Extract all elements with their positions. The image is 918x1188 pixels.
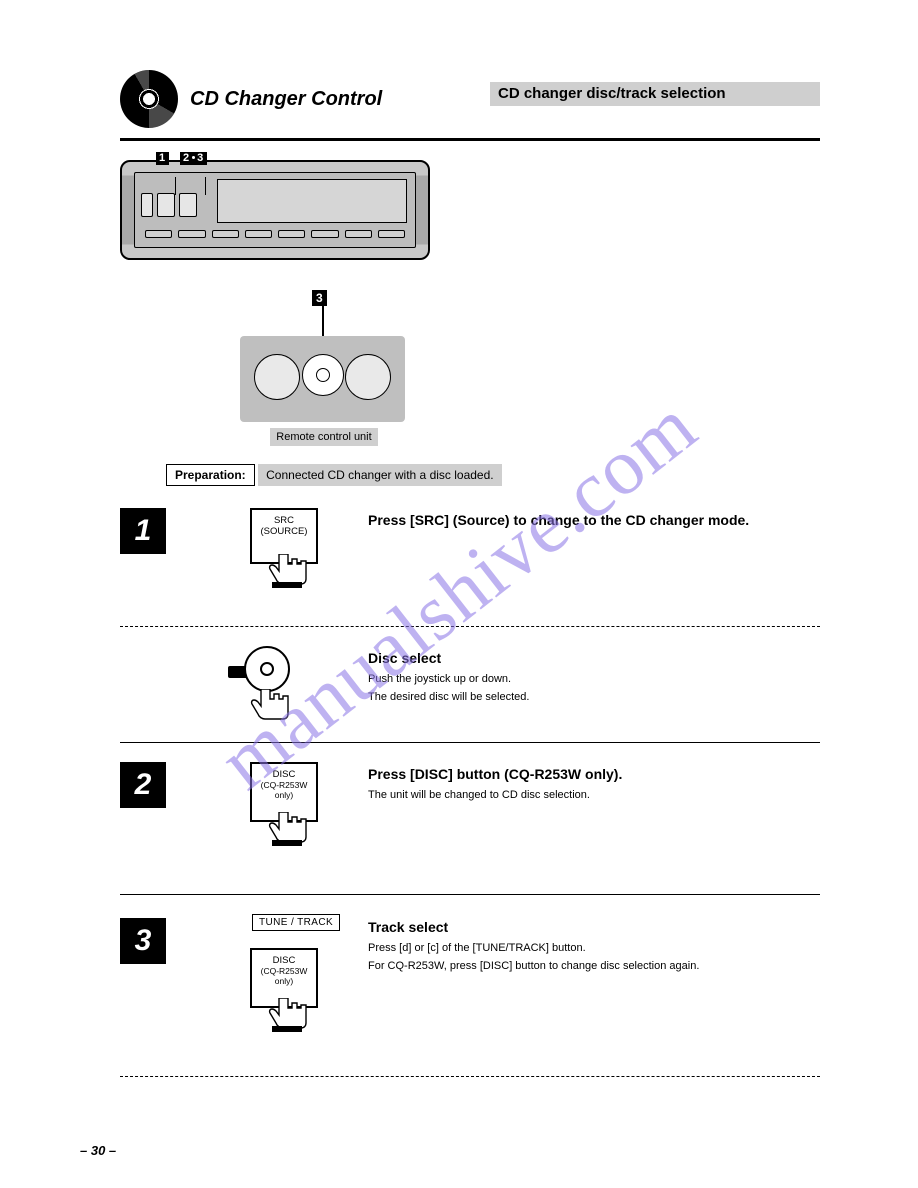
preparation-label: Preparation: <box>166 464 255 486</box>
section-title: CD Changer Control <box>190 88 382 111</box>
step-title: Disc select <box>368 649 820 668</box>
step-text: Press [DISC] button (CQ-R253W only). The… <box>368 765 820 802</box>
disc-select-figure <box>244 646 290 723</box>
head-unit-illustration: 1 23 <box>120 160 430 260</box>
header: CD Changer Control CD changer disc/track… <box>120 70 820 130</box>
separator-solid <box>120 894 820 895</box>
preparation-row: Preparation: Connected CD changer with a… <box>166 464 502 488</box>
button-press-figure: DISC (CQ-R253W only) <box>250 948 318 1032</box>
remote-ring <box>254 354 300 400</box>
callout-1: 1 <box>156 152 169 165</box>
tune-track-frame: TUNE / TRACK <box>252 914 340 931</box>
section-subtitle-bar: CD changer disc/track selection <box>490 82 820 106</box>
step-number: 2 <box>120 762 166 808</box>
callout-2-3-b: 3 <box>197 152 204 164</box>
callout-2-3: 23 <box>180 152 207 165</box>
step-text: Press [SRC] (Source) to change to the CD… <box>368 511 820 530</box>
page-number: – 30 – <box>80 1143 116 1158</box>
callout-2-3-a: 2 <box>183 152 190 164</box>
step-line: Press [d] or [c] of the [TUNE/TRACK] but… <box>368 941 820 955</box>
separator-dashed <box>120 626 820 627</box>
step-line: For CQ-R253W, press [DISC] button to cha… <box>368 959 820 973</box>
step-note: The unit will be changed to CD disc sele… <box>368 788 820 802</box>
step-line: Push the joystick up or down. <box>368 672 820 686</box>
button-press-figure: DISC (CQ-R253W only) <box>250 762 318 846</box>
preparation-text: Connected CD changer with a disc loaded. <box>258 464 501 486</box>
button-subline: only) <box>252 977 316 987</box>
step-number: 1 <box>120 508 166 554</box>
preset-strip <box>145 227 405 241</box>
remote-ring <box>345 354 391 400</box>
joystick-disc-icon <box>244 646 290 692</box>
hand-icon <box>268 812 308 846</box>
separator-solid <box>120 742 820 743</box>
step-title: Press [SRC] (Source) to change to the CD… <box>368 511 820 530</box>
header-rule <box>120 138 820 141</box>
joystick-icon <box>302 354 344 396</box>
button-press-figure: SRC (SOURCE) <box>250 508 318 588</box>
hand-icon <box>268 998 308 1032</box>
faceplate-button <box>179 193 197 217</box>
step-text: Track select Press [d] or [c] of the [TU… <box>368 918 820 973</box>
faceplate <box>134 172 416 248</box>
buttons-cluster <box>141 187 203 221</box>
dot-icon <box>192 156 195 159</box>
step-title: Track select <box>368 918 820 937</box>
faceplate-button <box>141 193 153 217</box>
hand-icon <box>250 689 290 723</box>
callout-joystick: 3 <box>312 290 327 306</box>
remote-body <box>240 336 405 422</box>
remote-caption: Remote control unit <box>270 428 378 446</box>
step-text: Disc select Push the joystick up or down… <box>368 649 820 704</box>
step-title: Press [DISC] button (CQ-R253W only). <box>368 765 820 784</box>
disc-icon <box>120 70 178 128</box>
separator-dashed <box>120 1076 820 1077</box>
hand-icon <box>268 554 308 588</box>
button-sublabel: (SOURCE) <box>252 527 316 538</box>
page: CD Changer Control CD changer disc/track… <box>120 70 820 130</box>
step-line: The desired disc will be selected. <box>368 690 820 704</box>
step-number: 3 <box>120 918 166 964</box>
lcd <box>217 179 407 223</box>
button-subline: only) <box>252 791 316 801</box>
faceplate-button <box>157 193 175 217</box>
leader-line <box>205 177 206 195</box>
leader-line <box>322 304 324 338</box>
